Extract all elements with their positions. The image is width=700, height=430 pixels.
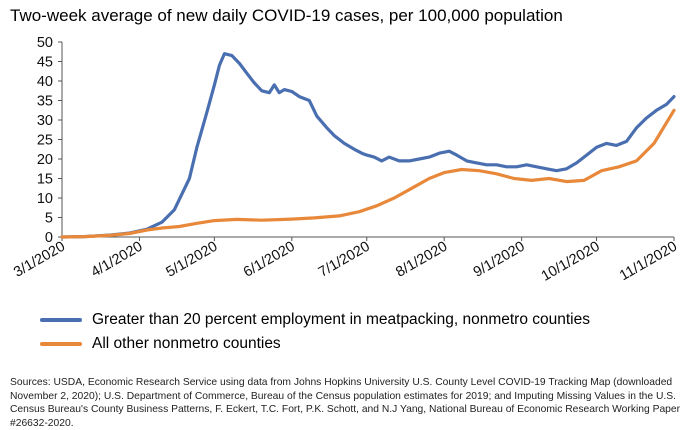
source-note: Sources: USDA, Economic Research Service… [10,377,681,429]
legend-swatch-meatpacking [40,318,82,322]
y-tick-label: 20 [37,152,53,168]
x-tick-label: 4/1/2020 [89,239,146,281]
y-axis-ticks: 0 5 10 15 20 25 30 35 40 45 50 [37,35,62,246]
legend-swatch-other [40,342,82,346]
legend-label-meatpacking: Greater than 20 percent employment in me… [92,311,590,328]
x-tick-label: 6/1/2020 [241,239,298,281]
x-tick-label: 11/1/2020 [617,239,680,285]
line-chart: 0 5 10 15 20 25 30 35 40 45 50 3/1/2020 4/1/2020 5/1… [11,35,680,285]
legend-item-other: All other nonmetro counties [40,335,281,353]
x-tick-label: 8/1/2020 [393,239,450,281]
y-tick-label: 30 [37,113,53,129]
y-tick-label: 45 [37,55,53,71]
y-tick-label: 15 [37,172,53,188]
y-tick-label: 40 [37,74,53,90]
legend-label-other: All other nonmetro counties [92,335,281,352]
x-tick-label: 10/1/2020 [539,239,603,285]
chart-title: Two-week average of new daily COVID-19 c… [10,6,563,25]
series-line-other [60,108,676,239]
x-tick-label: 7/1/2020 [316,239,373,281]
x-tick-label: 9/1/2020 [471,239,528,281]
y-tick-label: 50 [37,35,53,51]
series-lines [60,52,676,239]
y-tick-label: 10 [37,191,53,207]
y-tick-label: 25 [37,133,53,149]
y-tick-label: 5 [45,211,53,227]
y-tick-label: 0 [45,230,53,246]
x-axis-ticks: 3/1/2020 4/1/2020 5/1/2020 6/1/2020 7/1/2020… [11,237,680,285]
series-line-meatpacking [60,52,676,239]
legend-item-meatpacking: Greater than 20 percent employment in me… [40,311,590,329]
y-tick-label: 35 [37,94,53,110]
x-tick-label: 3/1/2020 [11,239,68,281]
x-tick-label: 5/1/2020 [163,239,220,281]
